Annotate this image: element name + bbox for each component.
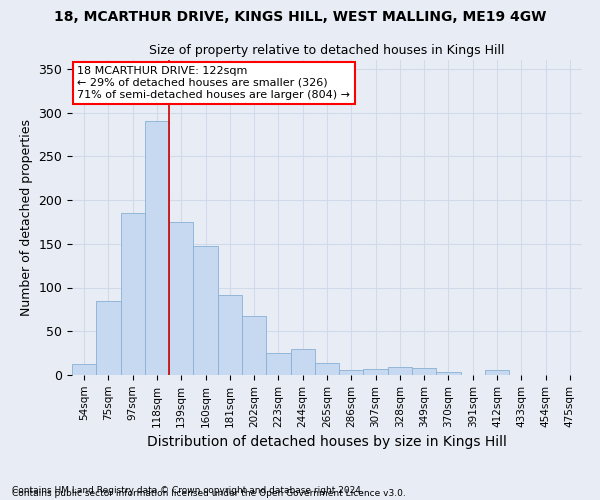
Bar [266, 353, 290, 375]
Bar [193, 246, 218, 375]
Text: Contains public sector information licensed under the Open Government Licence v3: Contains public sector information licen… [12, 490, 406, 498]
Bar [145, 121, 169, 375]
Bar [388, 367, 412, 375]
Title: Size of property relative to detached houses in Kings Hill: Size of property relative to detached ho… [149, 44, 505, 58]
Bar [218, 294, 242, 375]
Bar [96, 300, 121, 375]
Text: Contains HM Land Registry data © Crown copyright and database right 2024.: Contains HM Land Registry data © Crown c… [12, 486, 364, 495]
X-axis label: Distribution of detached houses by size in Kings Hill: Distribution of detached houses by size … [147, 435, 507, 449]
Bar [436, 372, 461, 375]
Bar [72, 364, 96, 375]
Bar [364, 369, 388, 375]
Bar [315, 363, 339, 375]
Text: 18 MCARTHUR DRIVE: 122sqm
← 29% of detached houses are smaller (326)
71% of semi: 18 MCARTHUR DRIVE: 122sqm ← 29% of detac… [77, 66, 350, 100]
Bar [485, 370, 509, 375]
Bar [339, 370, 364, 375]
Bar [121, 213, 145, 375]
Bar [412, 368, 436, 375]
Text: 18, MCARTHUR DRIVE, KINGS HILL, WEST MALLING, ME19 4GW: 18, MCARTHUR DRIVE, KINGS HILL, WEST MAL… [54, 10, 546, 24]
Bar [242, 316, 266, 375]
Y-axis label: Number of detached properties: Number of detached properties [20, 119, 33, 316]
Bar [290, 349, 315, 375]
Bar [169, 222, 193, 375]
